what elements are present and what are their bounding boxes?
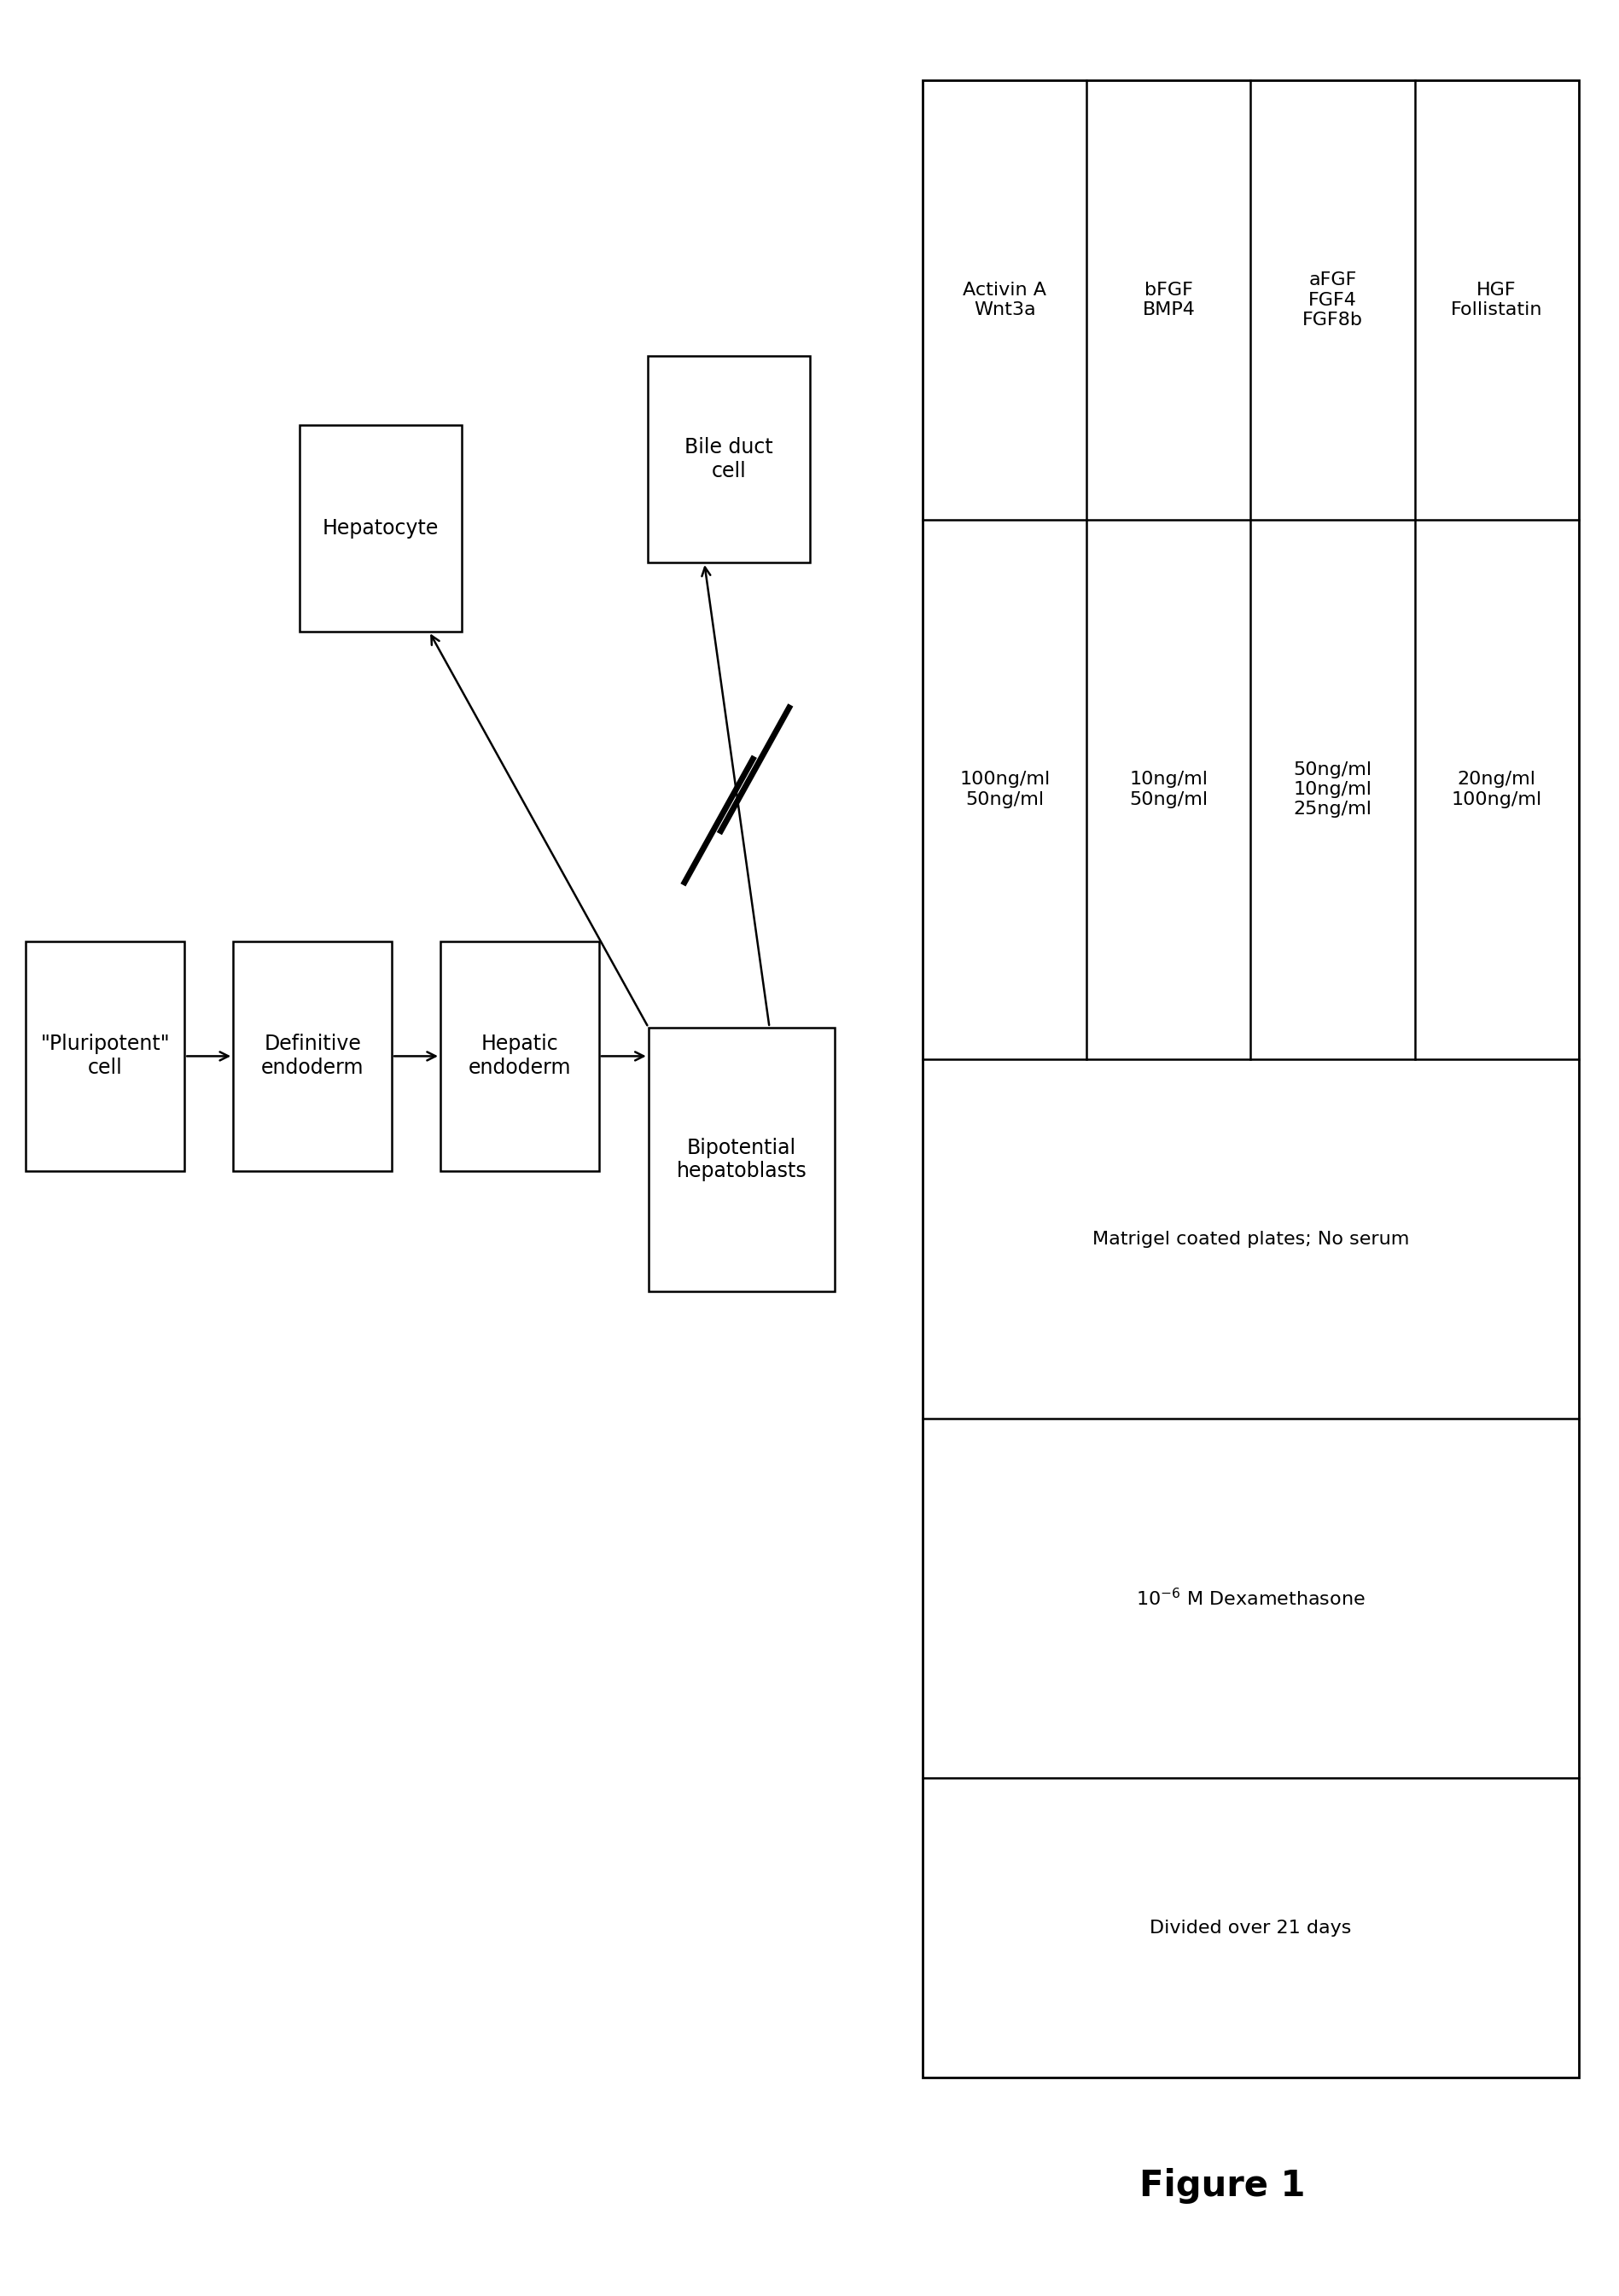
Text: Activin A
Wnt3a: Activin A Wnt3a xyxy=(963,282,1046,319)
Text: 50ng/ml
10ng/ml
25ng/ml: 50ng/ml 10ng/ml 25ng/ml xyxy=(1294,762,1371,817)
FancyBboxPatch shape xyxy=(440,941,599,1171)
Text: Matrigel coated plates; No serum: Matrigel coated plates; No serum xyxy=(1093,1231,1409,1247)
Text: 20ng/ml
100ng/ml: 20ng/ml 100ng/ml xyxy=(1451,771,1541,808)
FancyBboxPatch shape xyxy=(300,425,461,631)
Text: Hepatic
endoderm: Hepatic endoderm xyxy=(468,1033,572,1079)
Text: 10ng/ml
50ng/ml: 10ng/ml 50ng/ml xyxy=(1130,771,1208,808)
FancyBboxPatch shape xyxy=(648,1029,835,1290)
Text: Definitive
endoderm: Definitive endoderm xyxy=(261,1033,364,1079)
Bar xyxy=(923,80,1579,2078)
Text: Divided over 21 days: Divided over 21 days xyxy=(1149,1919,1352,1936)
FancyBboxPatch shape xyxy=(648,356,810,563)
FancyBboxPatch shape xyxy=(26,941,185,1171)
Text: Bipotential
hepatoblasts: Bipotential hepatoblasts xyxy=(677,1137,806,1182)
FancyBboxPatch shape xyxy=(233,941,392,1171)
Text: $10^{-6}$ M Dexamethasone: $10^{-6}$ M Dexamethasone xyxy=(1137,1589,1365,1609)
Text: "Pluripotent"
cell: "Pluripotent" cell xyxy=(40,1033,170,1079)
Text: bFGF
BMP4: bFGF BMP4 xyxy=(1143,282,1195,319)
Text: Bile duct
cell: Bile duct cell xyxy=(685,436,772,482)
Text: Figure 1: Figure 1 xyxy=(1140,2167,1305,2204)
Text: 100ng/ml
50ng/ml: 100ng/ml 50ng/ml xyxy=(960,771,1051,808)
Text: aFGF
FGF4
FGF8b: aFGF FGF4 FGF8b xyxy=(1302,271,1363,328)
Text: HGF
Follistatin: HGF Follistatin xyxy=(1451,282,1543,319)
Text: Hepatocyte: Hepatocyte xyxy=(322,519,439,537)
